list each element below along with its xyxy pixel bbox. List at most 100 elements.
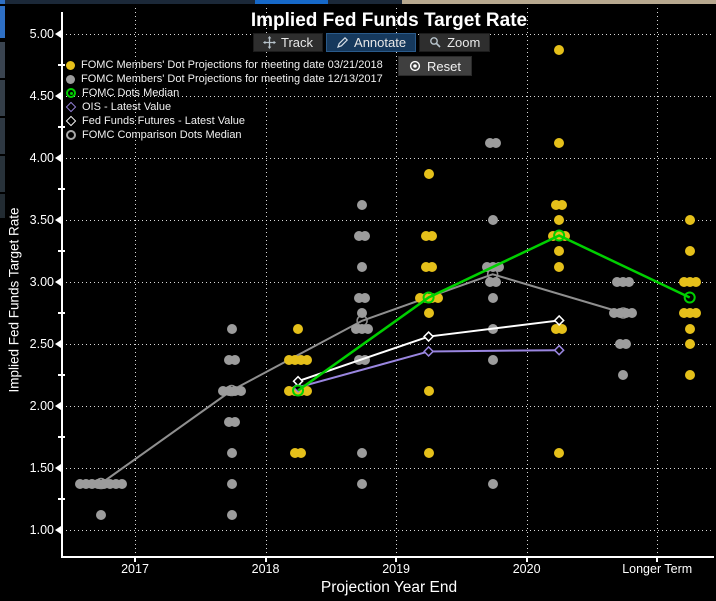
diamond-marker bbox=[553, 314, 565, 327]
ring-marker bbox=[292, 384, 305, 397]
fomc-comparison-dots-median-line bbox=[100, 273, 624, 485]
y-tick-label: 3.00 bbox=[29, 275, 54, 289]
projection-dot bbox=[426, 292, 437, 303]
x-tick bbox=[656, 557, 659, 562]
left-edge-gray-block bbox=[0, 118, 5, 154]
ring-marker bbox=[553, 229, 566, 242]
dot-legend-marker-icon bbox=[66, 74, 75, 84]
x-tick-label: 2019 bbox=[382, 562, 410, 576]
projection-dot bbox=[226, 509, 237, 520]
projection-dot bbox=[284, 385, 295, 396]
projection-dot bbox=[548, 230, 559, 241]
reset-button[interactable]: Reset bbox=[398, 56, 472, 76]
annotate-button[interactable]: Annotate bbox=[326, 33, 417, 52]
left-edge-gray-block bbox=[0, 156, 5, 192]
x-tick bbox=[525, 557, 528, 562]
projection-dot bbox=[609, 308, 620, 318]
projection-dot bbox=[684, 370, 695, 380]
legend-label: OIS - Latest Value bbox=[82, 101, 172, 113]
projection-dot bbox=[357, 323, 368, 334]
projection-dot bbox=[284, 354, 295, 365]
y-tick-arrow bbox=[55, 278, 61, 286]
projection-dot bbox=[423, 385, 434, 396]
projection-dot bbox=[554, 44, 565, 55]
y-gridline bbox=[62, 406, 713, 407]
projection-dot bbox=[423, 168, 434, 179]
projection-dot bbox=[360, 292, 371, 303]
projection-dot bbox=[627, 308, 638, 318]
projection-dot bbox=[690, 308, 701, 318]
legend-item[interactable]: FOMC Members' Dot Projections for meetin… bbox=[66, 72, 383, 86]
projection-dot bbox=[551, 323, 562, 334]
zoom-button[interactable]: Zoom bbox=[419, 33, 491, 52]
projection-dot bbox=[351, 323, 362, 334]
legend-label: FOMC Members' Dot Projections for meetin… bbox=[81, 59, 383, 71]
y-tick-arrow bbox=[55, 216, 61, 224]
projection-dot bbox=[217, 385, 228, 396]
projection-dot bbox=[426, 230, 437, 241]
top-edge-blue-segment bbox=[255, 0, 328, 4]
legend-item[interactable]: FOMC Comparison Dots Median bbox=[66, 128, 383, 142]
projection-dot bbox=[490, 137, 501, 148]
legend-label: FOMC Members' Dot Projections for meetin… bbox=[81, 73, 383, 85]
projection-dot bbox=[93, 478, 103, 489]
track-button[interactable]: Track bbox=[253, 33, 324, 52]
projection-dot bbox=[293, 323, 304, 334]
projection-dot bbox=[684, 215, 695, 225]
top-edge-tan-segment bbox=[402, 0, 716, 4]
legend-item[interactable]: OIS - Latest Value bbox=[65, 100, 383, 114]
x-gridline bbox=[396, 8, 398, 557]
projection-dot bbox=[357, 308, 368, 318]
ringdot-legend-marker-icon bbox=[66, 88, 76, 98]
projection-dot bbox=[75, 478, 85, 489]
projection-dot bbox=[223, 416, 234, 427]
annotate-button-label: Annotate bbox=[354, 35, 407, 50]
projection-dot bbox=[296, 354, 307, 365]
projection-dot bbox=[363, 323, 374, 334]
y-tick-label: 4.50 bbox=[29, 89, 54, 103]
projection-dot bbox=[618, 277, 629, 287]
projection-dot bbox=[357, 199, 368, 210]
projection-dot bbox=[223, 354, 234, 365]
projection-dot bbox=[302, 385, 313, 396]
left-edge-gray-block bbox=[0, 194, 5, 218]
projection-dot bbox=[290, 447, 301, 458]
projection-dot bbox=[554, 246, 565, 256]
projection-dot bbox=[111, 478, 121, 489]
legend-label: Fed Funds Futures - Latest Value bbox=[82, 115, 246, 127]
chart-legend: FOMC Members' Dot Projections for meetin… bbox=[65, 58, 383, 142]
projection-dot bbox=[618, 370, 629, 380]
y-tick-arrow bbox=[55, 464, 61, 472]
fomc-dots-median-line bbox=[297, 234, 691, 392]
y-gridline bbox=[62, 344, 713, 345]
projection-dot bbox=[296, 447, 307, 458]
diamond-legend-marker-icon bbox=[65, 115, 77, 127]
projection-dot bbox=[554, 137, 565, 148]
diamond-marker bbox=[553, 344, 565, 356]
projection-dot bbox=[360, 230, 371, 241]
legend-item[interactable]: FOMC Dots Median bbox=[66, 86, 383, 100]
legend-item[interactable]: Fed Funds Futures - Latest Value bbox=[65, 114, 383, 128]
x-tick-label: 2017 bbox=[121, 562, 149, 576]
y-tick-arrow bbox=[55, 526, 61, 534]
x-axis-line bbox=[61, 556, 714, 558]
projection-dot bbox=[420, 230, 431, 241]
projection-dot bbox=[296, 385, 307, 396]
projection-dot bbox=[684, 246, 695, 256]
chart-toolbar: Track Annotate Zoom bbox=[253, 33, 491, 52]
projection-dot bbox=[235, 385, 246, 396]
y-gridline bbox=[62, 468, 713, 469]
y-tick-arrow bbox=[55, 30, 61, 38]
projection-dot bbox=[624, 277, 635, 287]
projection-dot bbox=[684, 323, 695, 334]
y-axis-title: Implied Fed Funds Target Rate bbox=[6, 207, 22, 393]
top-edge-left-segment bbox=[0, 0, 5, 4]
legend-item[interactable]: FOMC Members' Dot Projections for meetin… bbox=[66, 58, 383, 72]
x-tick-label: 2020 bbox=[512, 562, 541, 576]
projection-dot bbox=[481, 261, 492, 272]
projection-dot bbox=[554, 215, 565, 225]
ring-legend-marker-icon bbox=[66, 130, 76, 140]
projection-dot bbox=[229, 416, 240, 427]
left-edge-gray-block bbox=[0, 42, 5, 78]
